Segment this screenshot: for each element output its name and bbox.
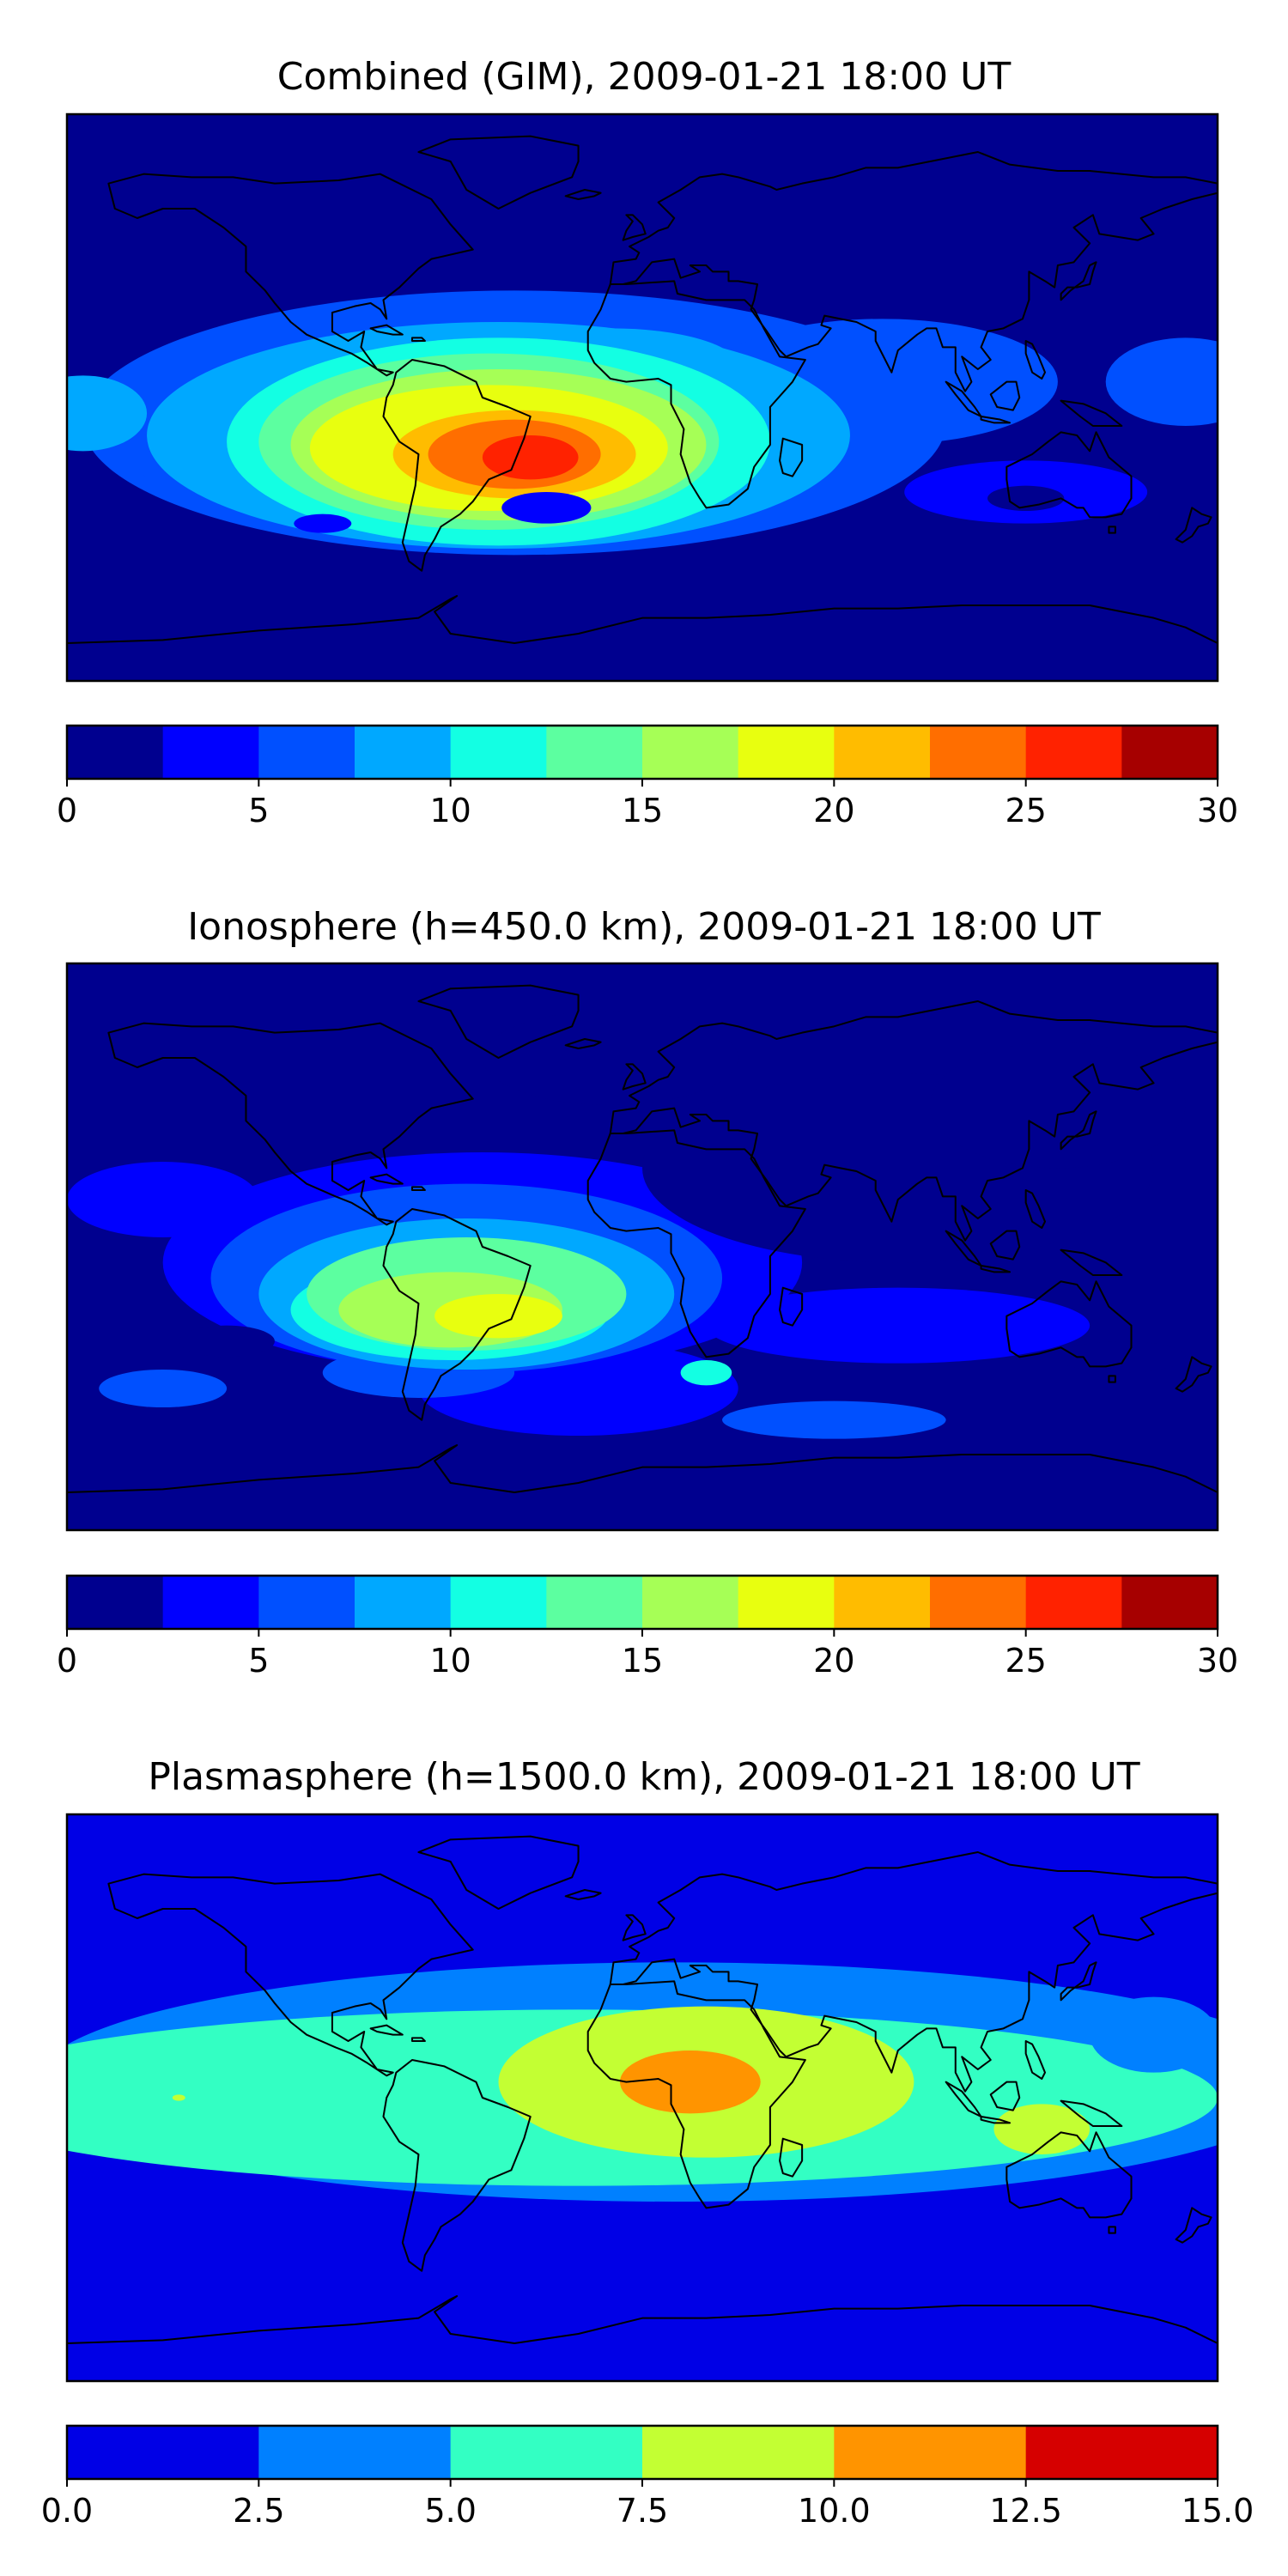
colorbar-segment: [738, 726, 835, 779]
colorbar-tick-label: 20: [813, 792, 854, 829]
colorbar-tick-label: 5: [248, 792, 269, 829]
colorbar-segment: [67, 2426, 259, 2479]
contour-region: [993, 2104, 1091, 2154]
contour-region: [1090, 1996, 1218, 2073]
panel-title-ionosphere: Ionosphere (h=450.0 km), 2009-01-21 18:0…: [187, 905, 1101, 949]
contour-region: [179, 1325, 275, 1358]
contour-region: [172, 2094, 185, 2101]
map-frame: [65, 962, 1219, 1532]
contour-region: [434, 1294, 562, 1339]
colorbar-segment: [355, 1576, 452, 1629]
map-combined: [65, 112, 1219, 683]
colorbar-tick-label: 25: [1005, 792, 1046, 829]
contour-region: [294, 513, 352, 533]
colorbar-tick-label: 5.0: [424, 2492, 476, 2530]
colorbar-segment: [355, 726, 452, 779]
colorbar-segment: [642, 2426, 835, 2479]
colorbar-tick-label: 7.5: [617, 2492, 668, 2530]
colorbar-segment: [162, 1576, 259, 1629]
contour-region: [1057, 1341, 1186, 1373]
contour-region: [930, 1042, 1186, 1169]
colorbar-segment: [834, 1576, 931, 1629]
map-frame: [65, 1813, 1219, 2383]
contour-region: [1105, 337, 1218, 426]
contour-region: [706, 1287, 1091, 1364]
colorbar-tick-label: 5: [248, 1642, 269, 1680]
colorbar-segment: [258, 726, 355, 779]
colorbar-segment: [930, 726, 1027, 779]
map-frame: [65, 112, 1219, 683]
contour-region: [67, 1162, 259, 1237]
contour-field: [67, 1814, 1218, 2381]
colorbar-tick-label: 25: [1005, 1642, 1046, 1680]
colorbar-tick-label: 12.5: [989, 2492, 1062, 2530]
contour-region: [987, 485, 1065, 511]
colorbar-segment: [258, 2426, 452, 2479]
colorbar-tick-label: 15: [622, 1642, 663, 1680]
contour-region: [680, 1360, 732, 1386]
colorbar-segment: [1121, 1576, 1218, 1629]
colorbar-segment: [642, 1576, 739, 1629]
colorbar-segment: [1025, 726, 1122, 779]
contour-region: [501, 492, 592, 524]
contour-region: [722, 1400, 946, 1439]
colorbar-segment: [450, 726, 547, 779]
colorbar-combined: 0 5 10 15 20 25 30: [57, 724, 1238, 829]
colorbar-segment: [834, 2426, 1027, 2479]
colorbar-tick-label: 30: [1197, 1642, 1238, 1680]
panel-title-plasmasphere: Plasmasphere (h=1500.0 km), 2009-01-21 1…: [148, 1755, 1140, 1799]
colorbar-segment: [546, 1576, 643, 1629]
contour-region: [67, 375, 148, 452]
contour-region: [99, 1370, 228, 1407]
colorbar-tick-label: 10.0: [798, 2492, 871, 2530]
colorbar-segment: [1025, 1576, 1122, 1629]
colorbar-segment: [67, 1576, 164, 1629]
colorbar-plasmasphere: 0.0 2.5 5.0 7.5 10.0 12.5 15.0: [41, 2424, 1255, 2530]
colorbar-segment: [1121, 726, 1218, 779]
colorbar-tick-label: 0: [57, 792, 77, 829]
contour-region: [482, 1011, 738, 1105]
colorbar-segment: [642, 726, 739, 779]
colorbar-tick-label: 15.0: [1182, 2492, 1255, 2530]
map-ionosphere: [65, 962, 1219, 1532]
colorbar-tick-label: 15: [622, 792, 663, 829]
colorbar-tick-label: 10: [429, 792, 471, 829]
map-plasmasphere: [65, 1813, 1219, 2383]
colorbar-segment: [67, 726, 164, 779]
colorbar-segment: [258, 1576, 355, 1629]
colorbar-tick-label: 2.5: [233, 2492, 284, 2530]
contour-region: [1064, 466, 1115, 492]
contour-region: [619, 2050, 761, 2114]
colorbar-ionosphere: 0 5 10 15 20 25 30: [57, 1574, 1238, 1680]
colorbar-segment: [930, 1576, 1027, 1629]
contour-field: [67, 963, 1218, 1530]
contour-field: [67, 114, 1218, 681]
colorbar-tick-label: 10: [429, 1642, 471, 1680]
colorbar-tick-label: 30: [1197, 792, 1238, 829]
colorbar-segment: [738, 1576, 835, 1629]
colorbar-tick-label: 0.0: [41, 2492, 93, 2530]
colorbar-segment: [450, 1576, 547, 1629]
colorbar-segment: [834, 726, 931, 779]
panel-title-combined: Combined (GIM), 2009-01-21 18:00 UT: [276, 55, 1012, 99]
colorbar-tick-label: 20: [813, 1642, 854, 1680]
colorbar-segment: [546, 726, 643, 779]
colorbar-segment: [450, 2426, 643, 2479]
colorbar-tick-label: 0: [57, 1642, 77, 1680]
colorbar-segment: [1025, 2426, 1218, 2479]
colorbar-segment: [162, 726, 259, 779]
contour-region: [482, 435, 579, 480]
